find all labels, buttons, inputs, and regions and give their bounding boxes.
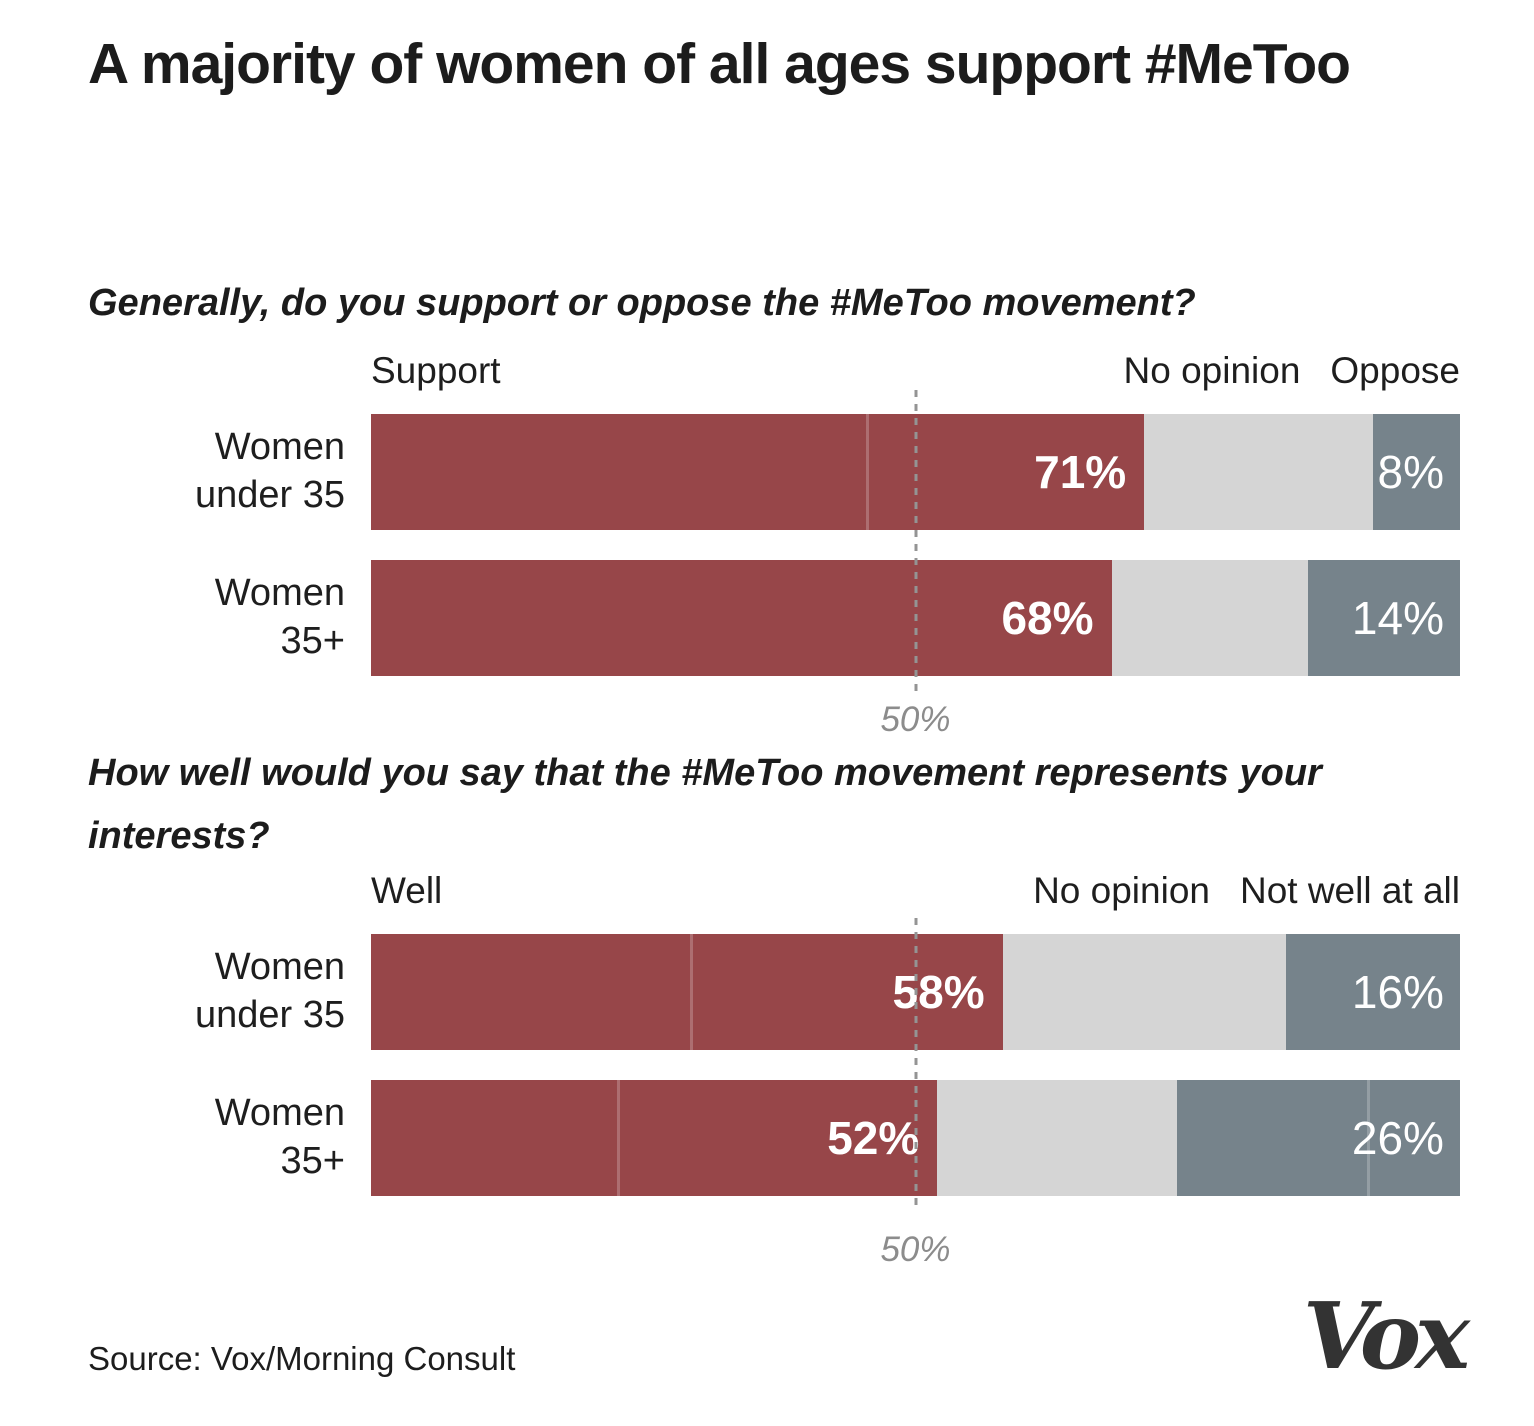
question-support-oppose: Generally, do you support or oppose the … [88,282,1196,324]
segment-oppose: 8% [1372,414,1460,530]
segment-no-opinion [937,1080,1177,1196]
stacked-bar: 52% 26% [371,1080,1460,1196]
segment-hairline [866,414,870,530]
bar-row: Women 35+ 68% 14% [88,560,1460,676]
fifty-percent-reference-line [914,390,917,697]
fifty-percent-label: 50% [880,700,951,739]
bars-area: Women under 35 71% 8% Women 35+ 68% 14% [88,414,1460,676]
series-label-not-well-at-all: Not well at all [1239,870,1460,911]
bars-area: Women under 35 58% 16% Women 35+ 52% 26% [88,934,1460,1196]
series-label-support: Support [371,350,501,391]
chart-represents-interests: Well No opinion Not well at all Women und… [88,870,1460,1269]
value-label: 71% [1034,446,1127,498]
stacked-bar: 58% 16% [371,934,1460,1050]
value-label: 26% [1351,1112,1444,1164]
segment-support: 68% [371,560,1112,676]
bar-row: Women under 35 58% 16% [88,934,1460,1050]
row-category-line: Women [214,572,345,615]
segment-hairline [617,1080,621,1196]
value-label: 52% [827,1112,920,1164]
row-category-line: 35+ [280,620,345,662]
series-label-no-opinion: No opinion [1033,870,1210,911]
segment-no-opinion [1144,414,1373,530]
value-label: 8% [1377,446,1444,498]
row-category-line: under 35 [194,994,345,1036]
segment-no-opinion [1111,560,1308,676]
stacked-bar: 71% 8% [371,414,1460,530]
chart-title: A majority of women of all ages support … [88,32,1351,96]
segment-well: 52% [371,1080,938,1196]
value-label: 58% [892,966,985,1018]
series-headers: Well No opinion Not well at all [371,870,1460,912]
row-category-label: Women under 35 [88,934,371,1050]
row-category-line: Women [214,1092,345,1135]
series-label-well: Well [371,870,443,911]
segment-support: 71% [371,414,1145,530]
source-credit: Source: Vox/Morning Consult [88,1340,516,1377]
row-category-line: Women [214,946,345,989]
segment-hairline [690,934,694,1050]
row-category-line: Women [214,426,345,469]
series-label-oppose: Oppose [1330,350,1460,391]
segment-no-opinion [1002,934,1286,1050]
row-category-line: under 35 [194,474,345,516]
bar-row: Women under 35 71% 8% [88,414,1460,530]
bar-row: Women 35+ 52% 26% [88,1080,1460,1196]
vox-logo: Vox [1302,1282,1470,1390]
series-label-no-opinion: No opinion [1123,350,1301,391]
fifty-percent-label: 50% [880,1230,951,1269]
segment-not-well-at-all: 16% [1285,934,1460,1050]
row-category-label: Women 35+ [88,1080,371,1196]
row-category-label: Women 35+ [88,560,371,676]
segment-well: 58% [371,934,1003,1050]
series-headers: Support No opinion Oppose [371,350,1460,392]
row-category-label: Women under 35 [88,414,371,530]
value-label: 14% [1351,592,1444,644]
chart-support-oppose: Support No opinion Oppose Women under 35 7… [88,350,1460,739]
row-category-line: 35+ [280,1140,345,1182]
value-label: 68% [1001,592,1094,644]
question-represents-interests: How well would you say that the #MeToo m… [88,752,1322,858]
fifty-percent-reference-line [914,918,917,1212]
value-label: 16% [1351,966,1444,1018]
segment-oppose: 14% [1307,560,1460,676]
segment-not-well-at-all: 26% [1176,1080,1460,1196]
stacked-bar: 68% 14% [371,560,1460,676]
segment-hairline [1367,1080,1371,1196]
